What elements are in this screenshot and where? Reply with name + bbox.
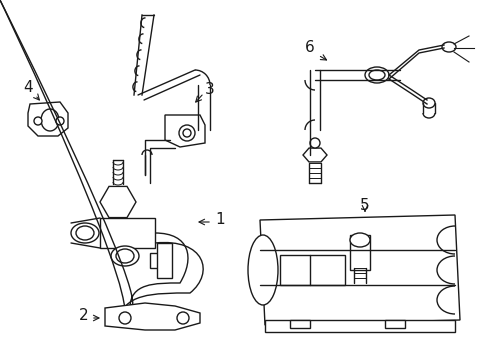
Ellipse shape	[349, 233, 369, 247]
Ellipse shape	[364, 67, 388, 83]
Bar	[280, 255, 345, 285]
Bar	[289, 320, 309, 328]
Ellipse shape	[71, 223, 99, 243]
Text: 4: 4	[23, 81, 33, 95]
Circle shape	[309, 138, 319, 148]
Polygon shape	[100, 186, 136, 217]
Bar	[349, 235, 369, 270]
Polygon shape	[105, 303, 200, 330]
Circle shape	[179, 125, 195, 141]
Circle shape	[119, 312, 131, 324]
Bar	[264, 320, 454, 332]
Polygon shape	[164, 115, 204, 147]
Text: 2: 2	[78, 307, 88, 323]
Ellipse shape	[247, 235, 278, 305]
Circle shape	[177, 312, 189, 324]
Text: 5: 5	[360, 198, 369, 212]
Bar	[384, 320, 404, 328]
Polygon shape	[303, 148, 326, 162]
Text: 3: 3	[204, 82, 214, 98]
Circle shape	[34, 117, 42, 125]
Ellipse shape	[76, 226, 94, 240]
Polygon shape	[260, 215, 459, 325]
Ellipse shape	[441, 42, 455, 52]
Text: 6: 6	[305, 40, 314, 55]
Ellipse shape	[41, 109, 59, 131]
Bar	[150, 253, 170, 268]
Circle shape	[56, 117, 64, 125]
Ellipse shape	[422, 98, 434, 108]
Polygon shape	[28, 102, 68, 136]
Ellipse shape	[111, 246, 139, 266]
Bar	[100, 218, 155, 248]
Ellipse shape	[368, 70, 384, 80]
Ellipse shape	[116, 249, 134, 263]
Text: 1: 1	[215, 212, 224, 228]
Bar	[157, 243, 172, 278]
